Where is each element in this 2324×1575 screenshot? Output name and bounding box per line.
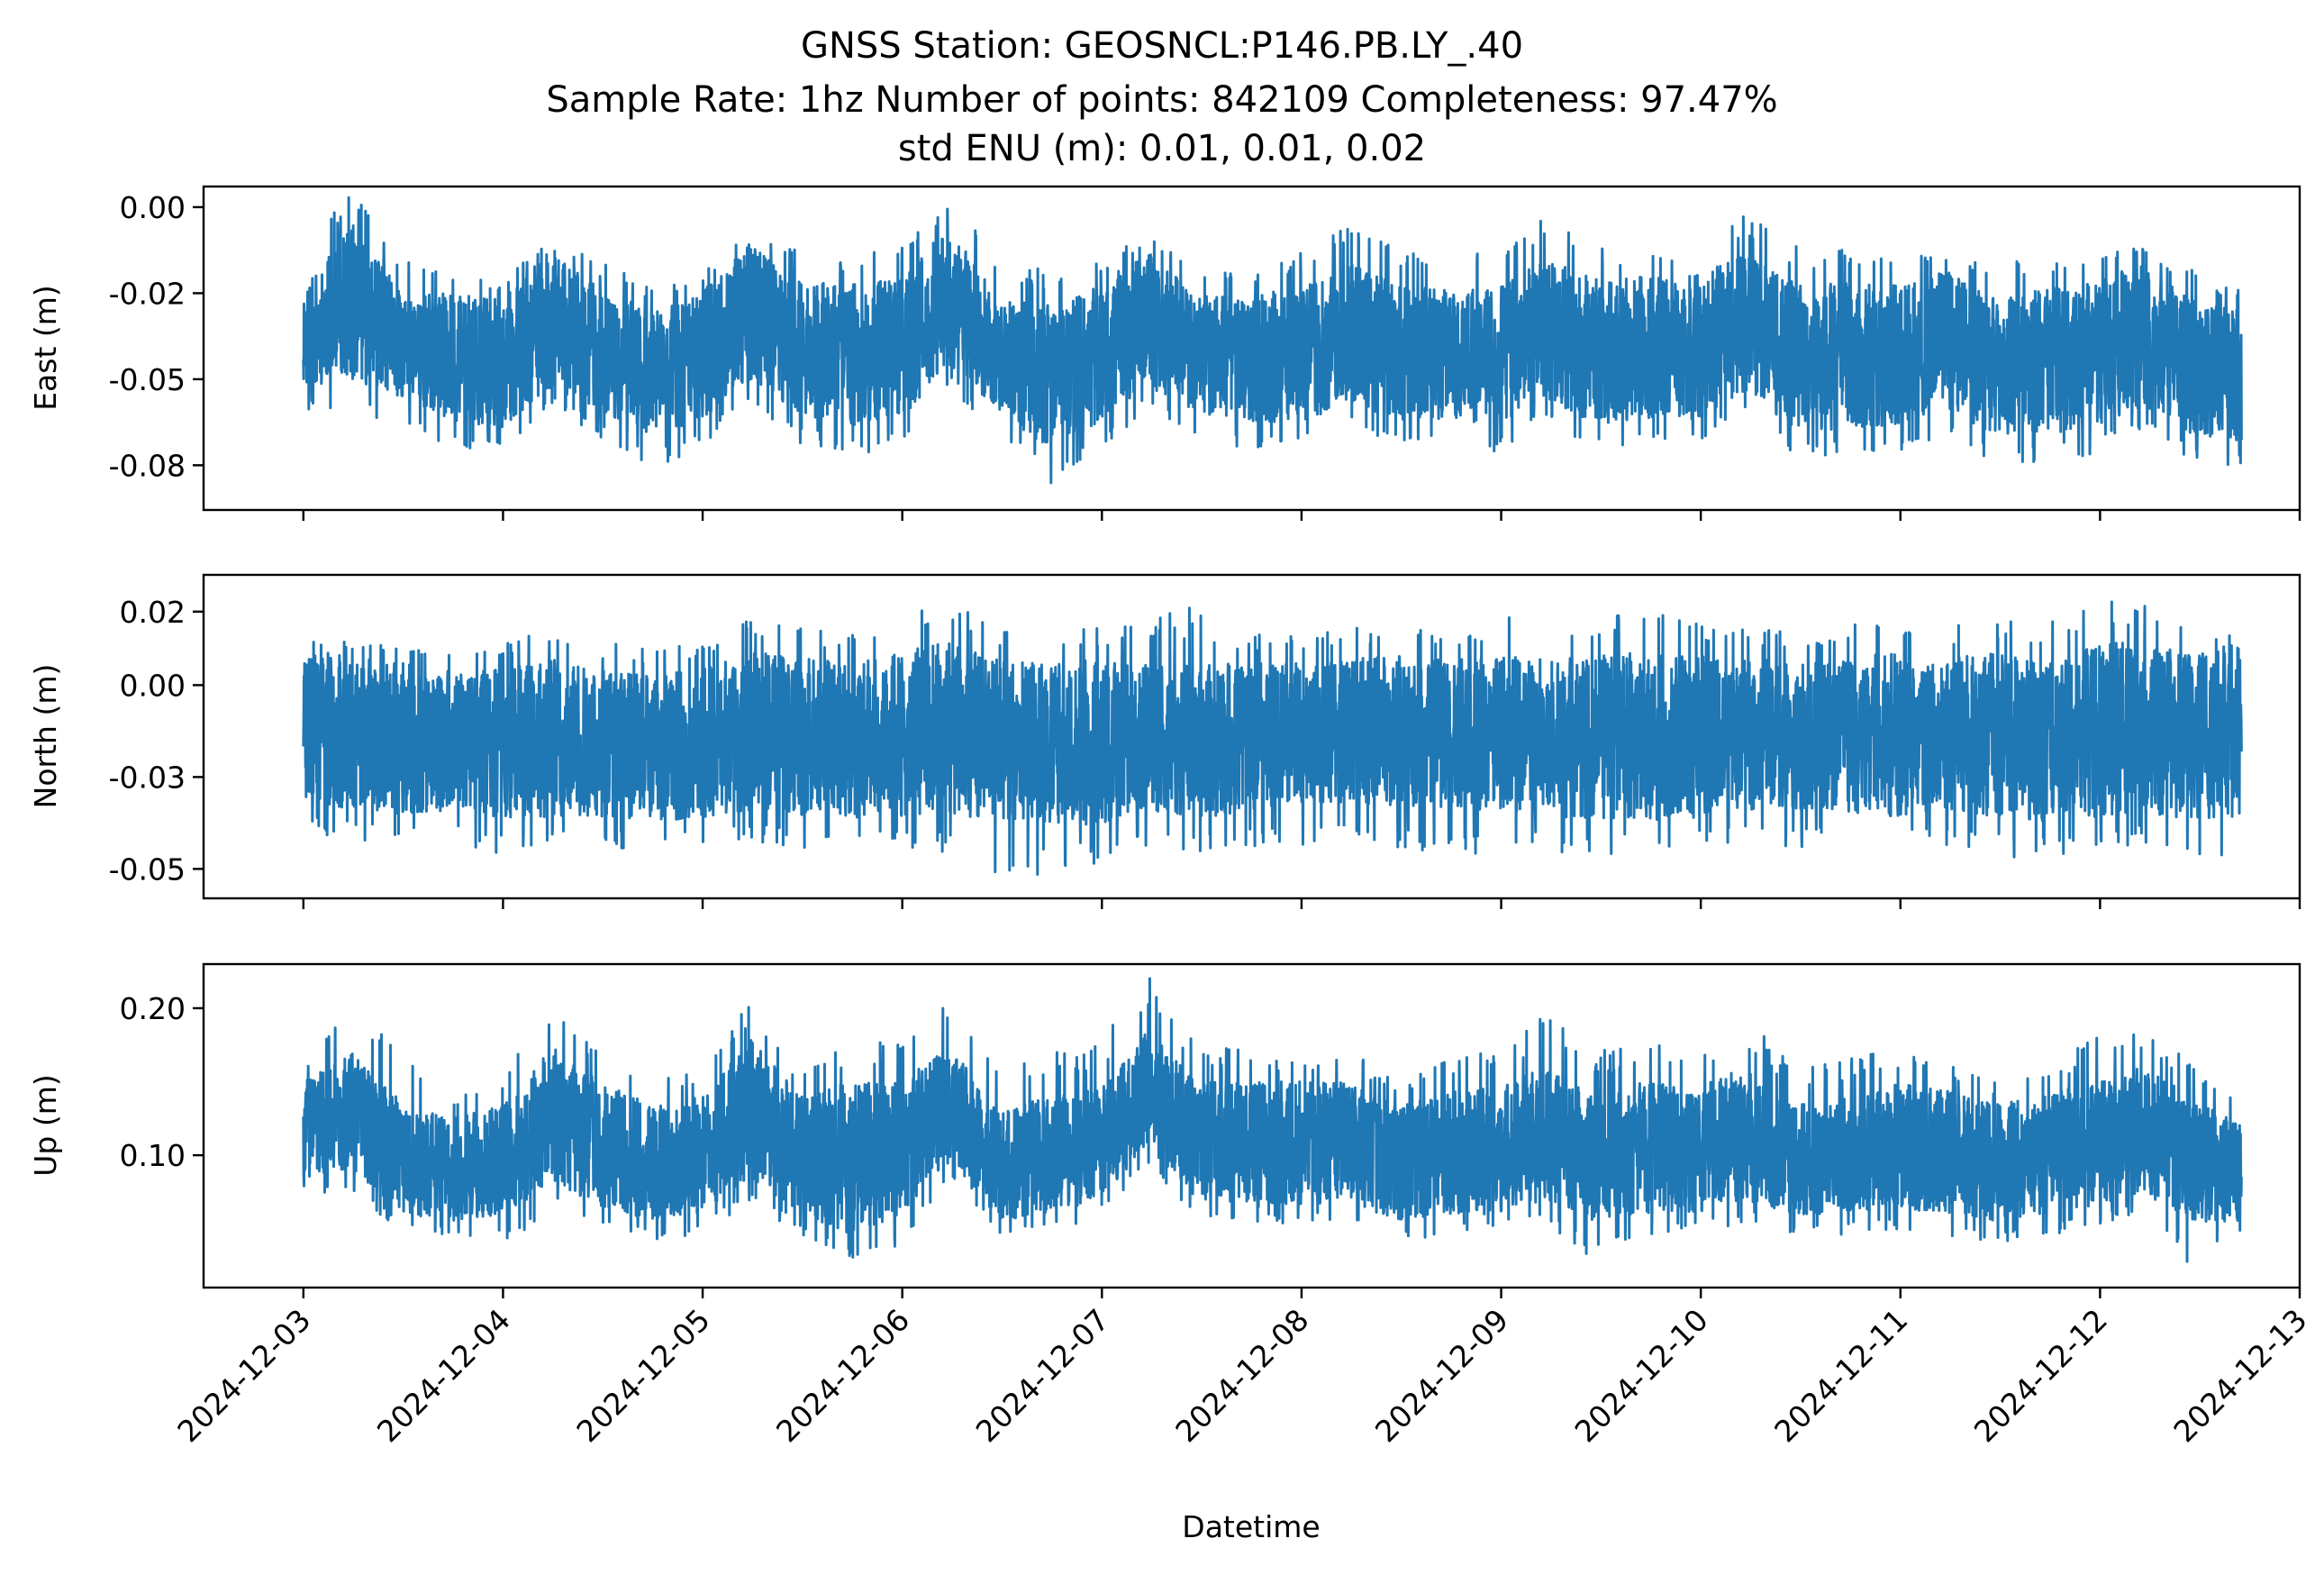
north-x-ticks [302,898,2301,909]
up-y-tick-label: 0.10 [120,1138,186,1173]
figure-title-line-2: Sample Rate: 1hz Number of points: 84210… [546,79,1777,121]
east-y-ticks: 0.00 -0.02 -0.05 -0.08 [109,190,204,483]
up-y-ticks: 0.20 0.10 [120,991,204,1173]
east-panel: 0.00 -0.02 -0.05 -0.08 East (m) [28,185,2301,521]
up-x-ticks [302,1288,2301,1298]
east-y-tick-label: -0.05 [109,362,186,397]
x-axis-label: Datetime [1182,1509,1320,1544]
up-y-tick-label: 0.20 [120,991,186,1026]
east-x-ticks [302,510,2301,521]
east-y-tick-label: -0.02 [109,276,186,311]
north-y-ticks: 0.02 0.00 -0.03 -0.05 [109,595,204,887]
east-y-tick-label: 0.00 [120,190,186,225]
up-series-line [302,977,2243,1263]
north-y-tick-label: -0.05 [109,851,186,887]
figure-title-line-1: GNSS Station: GEOSNCL:P146.PB.LY_.40 [801,25,1523,67]
north-axes-frame [202,573,2301,900]
north-series-line [302,600,2243,877]
east-y-axis-label: East (m) [28,285,63,411]
up-y-axis-label: Up (m) [28,1074,63,1177]
up-series-path [302,977,2243,1263]
east-y-tick-label: -0.08 [109,448,186,483]
north-y-tick-label: 0.00 [120,668,186,703]
east-axes-frame [202,185,2301,512]
north-y-tick-label: -0.03 [109,760,186,795]
east-series-path [302,196,2243,485]
north-y-axis-label: North (m) [28,664,63,809]
figure-title-line-3: std ENU (m): 0.01, 0.01, 0.02 [898,128,1426,169]
north-y-tick-label: 0.02 [120,595,186,630]
east-series-line [302,196,2243,485]
north-panel: 0.02 0.00 -0.03 -0.05 North (m) [28,573,2301,909]
north-series-path [302,600,2243,877]
up-axes-frame [202,962,2301,1289]
